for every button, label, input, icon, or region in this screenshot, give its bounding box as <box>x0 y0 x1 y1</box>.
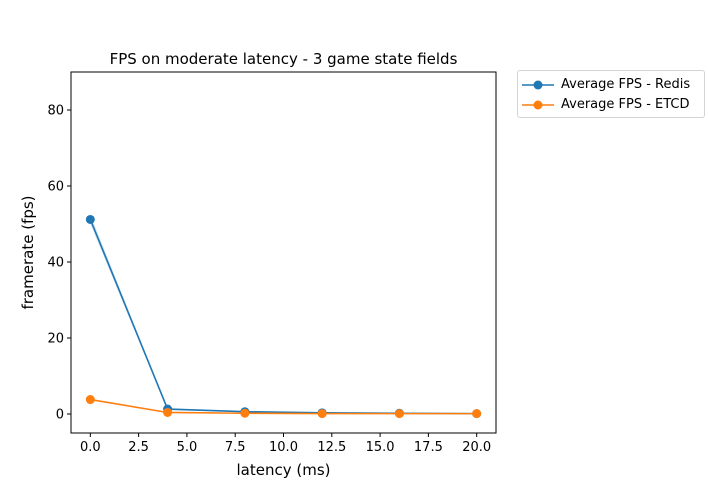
x-tick-label: 7.5 <box>225 440 246 455</box>
series-layer <box>85 214 482 419</box>
series-line-1 <box>90 398 477 415</box>
series-1-point <box>163 407 173 417</box>
x-axis-ticks: 0.0 2.5 5.0 7.5 10.0 12.5 15.0 17.5 20.0 <box>80 433 491 455</box>
legend-swatch-redis-icon <box>522 80 554 90</box>
confidence-bands <box>90 214 477 414</box>
series-1-point <box>472 409 482 419</box>
series-line-0 <box>89 219 477 415</box>
series-1-point <box>85 395 95 405</box>
legend-swatch-etcd-icon <box>522 100 554 110</box>
x-tick-label: 12.5 <box>317 440 346 455</box>
chart-title: FPS on moderate latency - 3 game state f… <box>110 50 458 68</box>
x-tick-label: 0.0 <box>80 440 101 455</box>
legend: Average FPS - Redis Average FPS - ETCD <box>517 70 705 118</box>
legend-item-redis: Average FPS - Redis <box>518 75 704 95</box>
x-tick-label: 15.0 <box>366 440 395 455</box>
series-1-point <box>317 409 327 419</box>
series-band-0 <box>90 214 477 414</box>
x-axis-label: latency (ms) <box>237 461 331 479</box>
x-tick-label: 17.5 <box>414 440 443 455</box>
legend-item-etcd: Average FPS - ETCD <box>518 95 704 115</box>
x-tick-label: 20.0 <box>462 440 491 455</box>
y-tick-label: 40 <box>47 256 64 271</box>
y-tick-label: 0 <box>56 408 64 423</box>
y-axis-ticks: 0 20 40 60 80 <box>47 104 71 423</box>
y-tick-label: 20 <box>47 332 64 347</box>
plot-frame <box>70 71 497 434</box>
x-tick-label: 5.0 <box>177 440 198 455</box>
legend-label-redis: Average FPS - Redis <box>561 77 691 92</box>
series-0-point <box>85 214 95 224</box>
series-1-point <box>394 409 404 419</box>
x-tick-label: 10.0 <box>269 440 298 455</box>
x-tick-label: 2.5 <box>128 440 149 455</box>
y-axis-label: framerate (fps) <box>19 195 37 309</box>
y-tick-label: 60 <box>47 180 64 195</box>
series-1-point <box>240 408 250 418</box>
y-tick-label: 80 <box>47 104 64 119</box>
legend-label-etcd: Average FPS - ETCD <box>561 97 690 112</box>
